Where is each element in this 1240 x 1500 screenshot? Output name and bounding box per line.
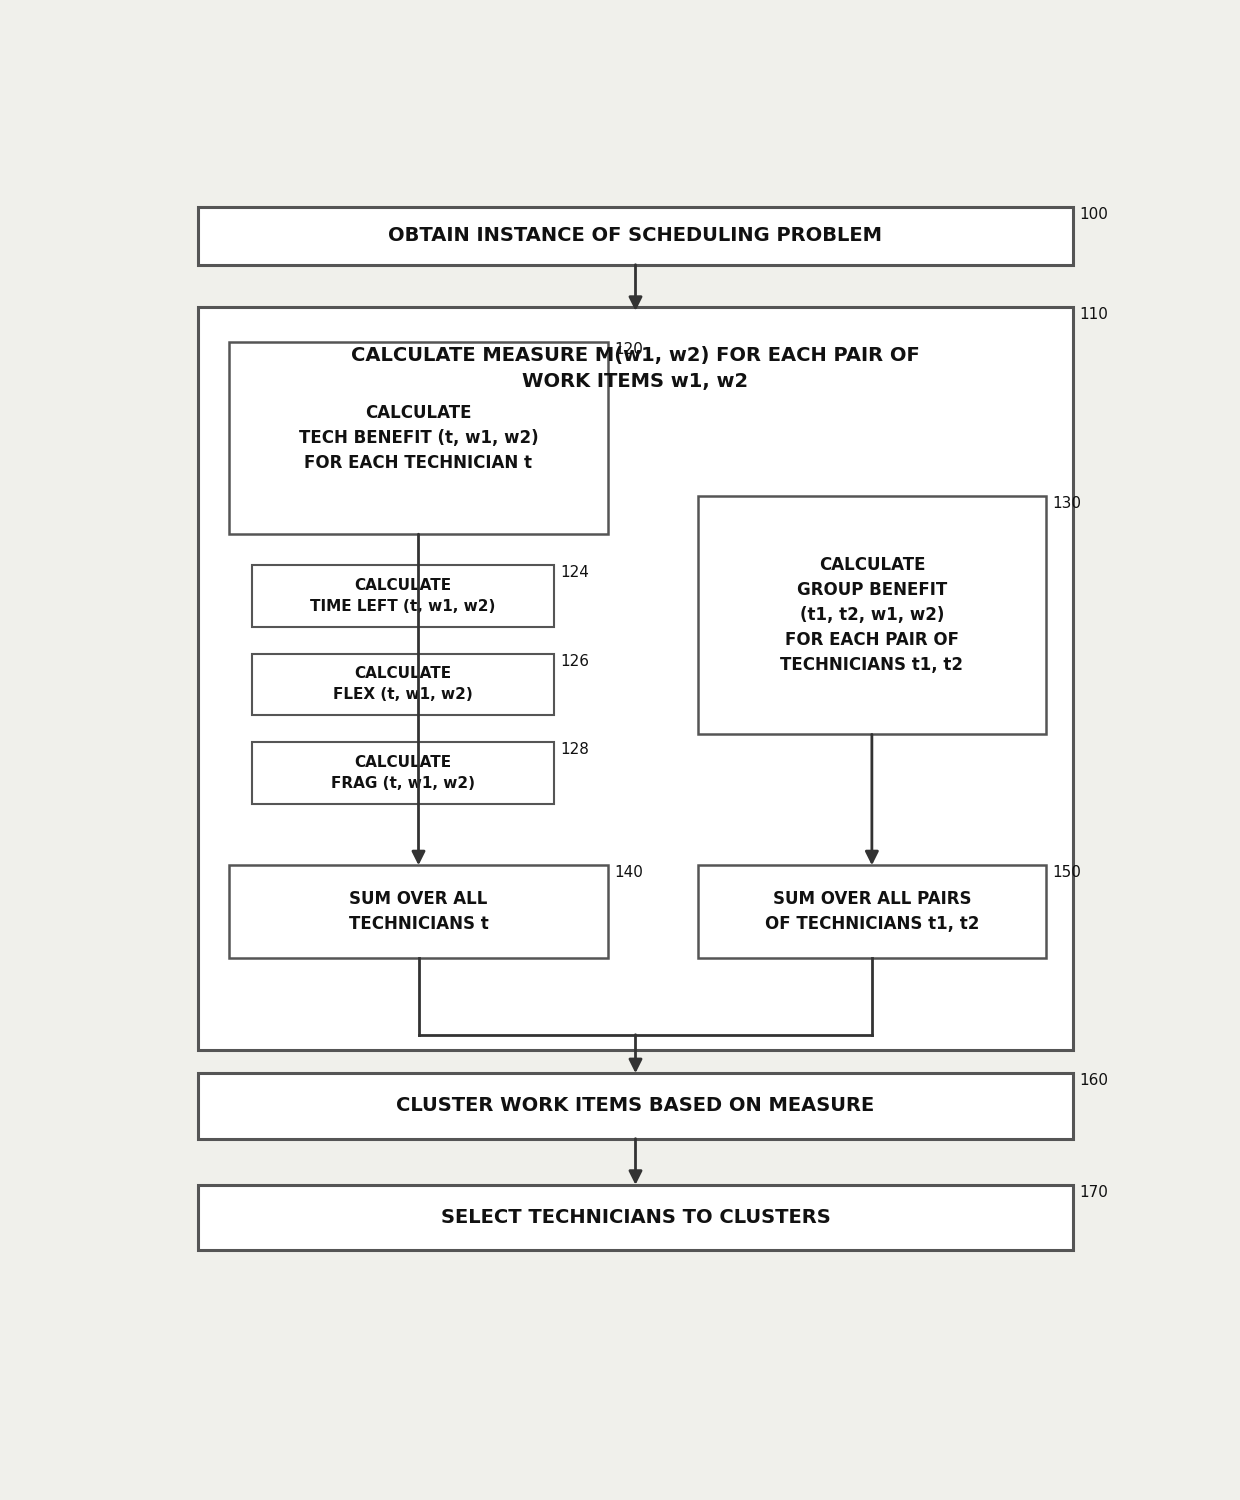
Text: SELECT TECHNICIANS TO CLUSTERS: SELECT TECHNICIANS TO CLUSTERS [440,1208,831,1227]
Text: 126: 126 [560,654,589,669]
Bar [197,1185,1074,1251]
Text: 170: 170 [1080,1185,1109,1200]
Text: CALCULATE MEASURE M(w1, w2) FOR EACH PAIR OF
WORK ITEMS w1, w2: CALCULATE MEASURE M(w1, w2) FOR EACH PAI… [351,346,920,392]
Text: CALCULATE
FRAG (t, w1, w2): CALCULATE FRAG (t, w1, w2) [331,754,475,790]
Bar [228,342,609,534]
Bar [197,1072,1074,1138]
Bar [197,308,1074,1050]
Text: 124: 124 [560,566,589,580]
Text: 130: 130 [1053,495,1081,510]
Text: CALCULATE
TECH BENEFIT (t, w1, w2)
FOR EACH TECHNICIAN t: CALCULATE TECH BENEFIT (t, w1, w2) FOR E… [299,404,538,472]
Bar [697,865,1047,957]
Text: 120: 120 [615,342,644,357]
Text: CALCULATE
GROUP BENEFIT
(t1, t2, w1, w2)
FOR EACH PAIR OF
TECHNICIANS t1, t2: CALCULATE GROUP BENEFIT (t1, t2, w1, w2)… [780,556,963,674]
Bar [228,865,609,957]
Bar [252,654,554,716]
Text: 110: 110 [1080,308,1109,322]
Bar [697,495,1047,735]
Text: CALCULATE
FLEX (t, w1, w2): CALCULATE FLEX (t, w1, w2) [334,666,472,702]
Text: CLUSTER WORK ITEMS BASED ON MEASURE: CLUSTER WORK ITEMS BASED ON MEASURE [397,1096,874,1116]
Text: SUM OVER ALL PAIRS
OF TECHNICIANS t1, t2: SUM OVER ALL PAIRS OF TECHNICIANS t1, t2 [765,890,980,933]
Text: 128: 128 [560,742,589,758]
Text: SUM OVER ALL
TECHNICIANS t: SUM OVER ALL TECHNICIANS t [348,890,489,933]
Text: 150: 150 [1053,865,1081,880]
Text: 100: 100 [1080,207,1109,222]
Bar [252,742,554,804]
Text: OBTAIN INSTANCE OF SCHEDULING PROBLEM: OBTAIN INSTANCE OF SCHEDULING PROBLEM [388,226,883,246]
Bar [252,566,554,627]
Text: 160: 160 [1080,1072,1109,1088]
Bar [197,207,1074,264]
Text: 140: 140 [615,865,644,880]
Text: CALCULATE
TIME LEFT (t, w1, w2): CALCULATE TIME LEFT (t, w1, w2) [310,578,496,614]
